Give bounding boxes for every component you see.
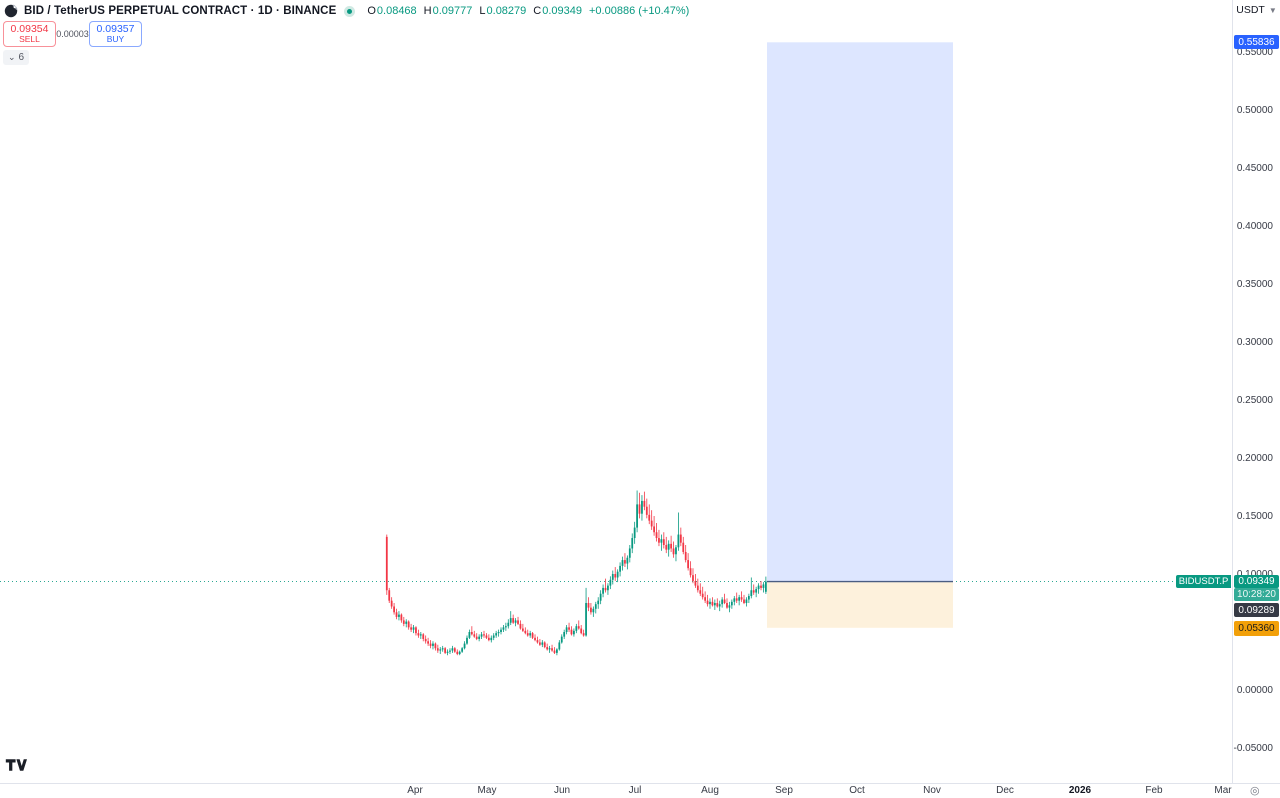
currency-selector[interactable]: USDT ▼	[1233, 2, 1280, 18]
currency-label: USDT	[1236, 4, 1265, 16]
open-value: 0.08468	[376, 5, 417, 17]
time-tick: Apr	[407, 785, 423, 796]
price-tick: 0.25000	[1236, 395, 1273, 406]
price-tick: 0.45000	[1236, 163, 1273, 174]
price-tick: 0.50000	[1236, 105, 1273, 116]
trade-panel: 0.09354 SELL 0.00003 0.09357 BUY	[3, 21, 142, 47]
change-value: +0.00886 (+10.47%)	[589, 5, 690, 17]
object-tree-chip[interactable]: ⌄ 6	[3, 50, 30, 65]
buy-button[interactable]: 0.09357 BUY	[89, 21, 142, 47]
ohlc-values: O 0.08468 H 0.09777 L 0.08279 C 0.09349 +0.0…	[367, 5, 689, 17]
high-value: 0.09777	[432, 5, 473, 17]
symbol-header: BID / TetherUS PERPETUAL CONTRACT · 1D ·…	[4, 2, 689, 20]
time-tick: 2026	[1068, 785, 1092, 796]
time-tick: Feb	[1145, 785, 1163, 796]
price-tick: 0.40000	[1236, 221, 1273, 232]
time-axis[interactable]: Apr May Jun Jul Aug Sep Oct Nov Dec 2026 Feb Mar ◎	[0, 783, 1280, 798]
tradingview-logo[interactable]	[5, 757, 27, 773]
buy-label: BUY	[106, 34, 125, 45]
low-value: 0.08279	[486, 5, 527, 17]
last-price-label: 0.09349	[1234, 575, 1279, 588]
secondary-price-label: 0.09289	[1234, 603, 1279, 617]
target-price-label: 0.55836	[1234, 35, 1279, 49]
sell-label: SELL	[19, 34, 40, 45]
open-label: O	[367, 5, 376, 17]
bid-coin-logo-icon	[4, 4, 18, 18]
time-tick: Mar	[1214, 785, 1232, 796]
time-tick: May	[477, 785, 497, 796]
bar-countdown-label: 10:28:20	[1234, 588, 1279, 601]
price-tick: 0.20000	[1236, 453, 1273, 464]
time-tick: Nov	[923, 785, 941, 796]
caret-down-icon: ▼	[1268, 5, 1277, 15]
market-status-icon[interactable]	[344, 5, 356, 17]
candlestick-chart	[0, 42, 1232, 656]
object-tree-count: 6	[18, 52, 25, 63]
close-value: 0.09349	[542, 5, 582, 17]
time-tick: Jul	[628, 785, 642, 796]
chevron-down-icon: ⌄	[8, 52, 16, 62]
buy-price: 0.09357	[96, 23, 135, 36]
time-tick: Sep	[775, 785, 793, 796]
spread-value: 0.00003	[56, 29, 89, 39]
close-label: C	[533, 5, 542, 17]
time-tick: Jun	[553, 785, 571, 796]
high-label: H	[423, 5, 432, 17]
symbol-title[interactable]: BID / TetherUS PERPETUAL CONTRACT · 1D ·…	[24, 5, 337, 17]
time-tick: Aug	[701, 785, 719, 796]
sell-price: 0.09354	[10, 23, 49, 36]
go-to-realtime-icon[interactable]: ◎	[1250, 785, 1260, 797]
sell-button[interactable]: 0.09354 SELL	[3, 21, 56, 47]
time-tick: Oct	[849, 785, 865, 796]
symbol-price-tag: BIDUSDT.P	[1176, 575, 1231, 588]
price-tick: 0.00000	[1236, 685, 1273, 696]
price-tick: -0.05000	[1233, 743, 1273, 754]
time-tick: Dec	[996, 785, 1014, 796]
chart-plot-area[interactable]: BID / TetherUS PERPETUAL CONTRACT · 1D ·…	[0, 0, 1232, 783]
price-tick: 0.55000	[1236, 47, 1273, 58]
price-tick: 0.30000	[1236, 337, 1273, 348]
price-tick: 0.35000	[1236, 279, 1273, 290]
price-axis[interactable]: USDT ▼ 0.55000 0.50000 0.45000 0.40000 0.350…	[1232, 0, 1280, 783]
low-label: L	[479, 5, 486, 17]
price-tick: 0.10000	[1237, 569, 1273, 580]
price-tick: 0.15000	[1236, 511, 1273, 522]
stop-price-label: 0.05360	[1234, 621, 1279, 636]
